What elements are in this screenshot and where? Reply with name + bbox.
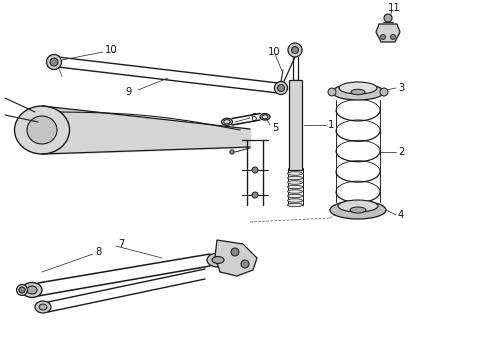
Circle shape <box>19 287 25 293</box>
Circle shape <box>292 46 298 54</box>
Circle shape <box>384 14 392 22</box>
Ellipse shape <box>27 116 57 144</box>
Circle shape <box>17 284 27 296</box>
Text: 10: 10 <box>268 47 281 57</box>
Ellipse shape <box>221 118 232 125</box>
Polygon shape <box>376 24 400 42</box>
Ellipse shape <box>338 200 378 212</box>
Text: 5: 5 <box>272 123 278 133</box>
Polygon shape <box>215 240 257 276</box>
Text: 11: 11 <box>388 3 401 13</box>
Ellipse shape <box>288 185 302 189</box>
Ellipse shape <box>288 176 302 180</box>
Ellipse shape <box>288 199 302 202</box>
Ellipse shape <box>22 283 42 297</box>
Ellipse shape <box>288 203 302 207</box>
Circle shape <box>328 88 336 96</box>
Ellipse shape <box>224 120 230 124</box>
Circle shape <box>252 192 258 198</box>
Bar <box>289 80 301 170</box>
Circle shape <box>391 35 395 40</box>
Ellipse shape <box>35 301 51 313</box>
Circle shape <box>274 81 288 94</box>
Ellipse shape <box>350 207 366 213</box>
Ellipse shape <box>351 89 365 95</box>
Ellipse shape <box>288 181 302 184</box>
Ellipse shape <box>27 286 37 294</box>
Circle shape <box>381 35 386 40</box>
Text: 4: 4 <box>398 210 404 220</box>
Text: 2: 2 <box>398 147 404 157</box>
Ellipse shape <box>288 194 302 198</box>
Ellipse shape <box>39 304 47 310</box>
Circle shape <box>231 248 239 256</box>
Text: 3: 3 <box>398 83 404 93</box>
Text: 9: 9 <box>125 87 131 97</box>
Text: 7: 7 <box>118 239 124 249</box>
Text: 10: 10 <box>105 45 118 55</box>
Ellipse shape <box>212 256 224 264</box>
Ellipse shape <box>339 82 377 94</box>
Ellipse shape <box>288 172 302 175</box>
Ellipse shape <box>332 84 384 100</box>
Circle shape <box>277 85 285 91</box>
Ellipse shape <box>288 190 302 193</box>
Ellipse shape <box>330 201 386 219</box>
Circle shape <box>380 88 388 96</box>
Ellipse shape <box>260 113 270 120</box>
Text: 1: 1 <box>328 120 334 130</box>
Text: 6: 6 <box>250 113 256 123</box>
Circle shape <box>241 260 249 268</box>
Circle shape <box>47 54 62 69</box>
Ellipse shape <box>262 115 268 119</box>
Text: 8: 8 <box>95 247 101 257</box>
Ellipse shape <box>15 106 70 154</box>
Circle shape <box>230 150 234 154</box>
Circle shape <box>252 167 258 173</box>
Circle shape <box>288 43 302 57</box>
Ellipse shape <box>207 253 229 267</box>
Circle shape <box>50 58 58 66</box>
